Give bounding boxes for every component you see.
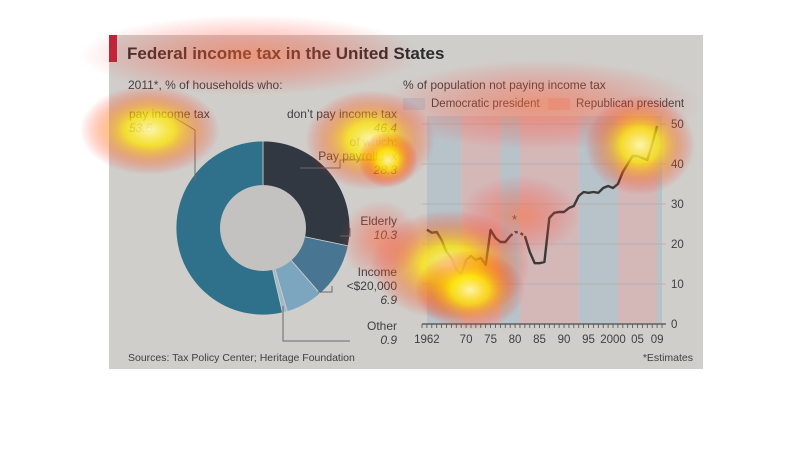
president-band-republican-1 xyxy=(461,116,501,324)
x-tick-label: 70 xyxy=(460,334,473,346)
x-tick-label: 95 xyxy=(582,334,595,346)
y-tick-label: 30 xyxy=(671,199,684,211)
x-tick-label: 05 xyxy=(631,334,644,346)
source-note: Sources: Tax Policy Center; Heritage Fou… xyxy=(128,352,355,364)
value-other: 0.9 xyxy=(380,333,397,347)
president-band-democratic-0 xyxy=(426,116,462,324)
estimate-annotation: * xyxy=(512,212,517,227)
y-tick-label: 50 xyxy=(671,119,684,131)
estimates-footnote: *Estimates xyxy=(642,352,693,364)
president-band-democratic-4 xyxy=(578,116,618,324)
x-tick-label: 2000 xyxy=(600,334,626,346)
x-tick-label: 80 xyxy=(509,334,522,346)
y-tick-label: 40 xyxy=(671,159,684,171)
x-tick-label: 85 xyxy=(533,334,546,346)
y-tick-label: 10 xyxy=(671,279,684,291)
y-tick-label: 20 xyxy=(671,239,684,251)
leader-other xyxy=(282,306,350,342)
x-tick-label: 90 xyxy=(558,334,571,346)
leader-income xyxy=(318,286,333,293)
x-tick-label: 1962 xyxy=(414,334,440,346)
president-band-democratic-6 xyxy=(657,116,662,324)
y-tick-label: 0 xyxy=(671,319,677,331)
donut-hole xyxy=(220,185,306,271)
x-tick-label: 75 xyxy=(484,334,497,346)
label-other: Other xyxy=(367,319,397,333)
x-tick-label: 09 xyxy=(651,334,664,346)
